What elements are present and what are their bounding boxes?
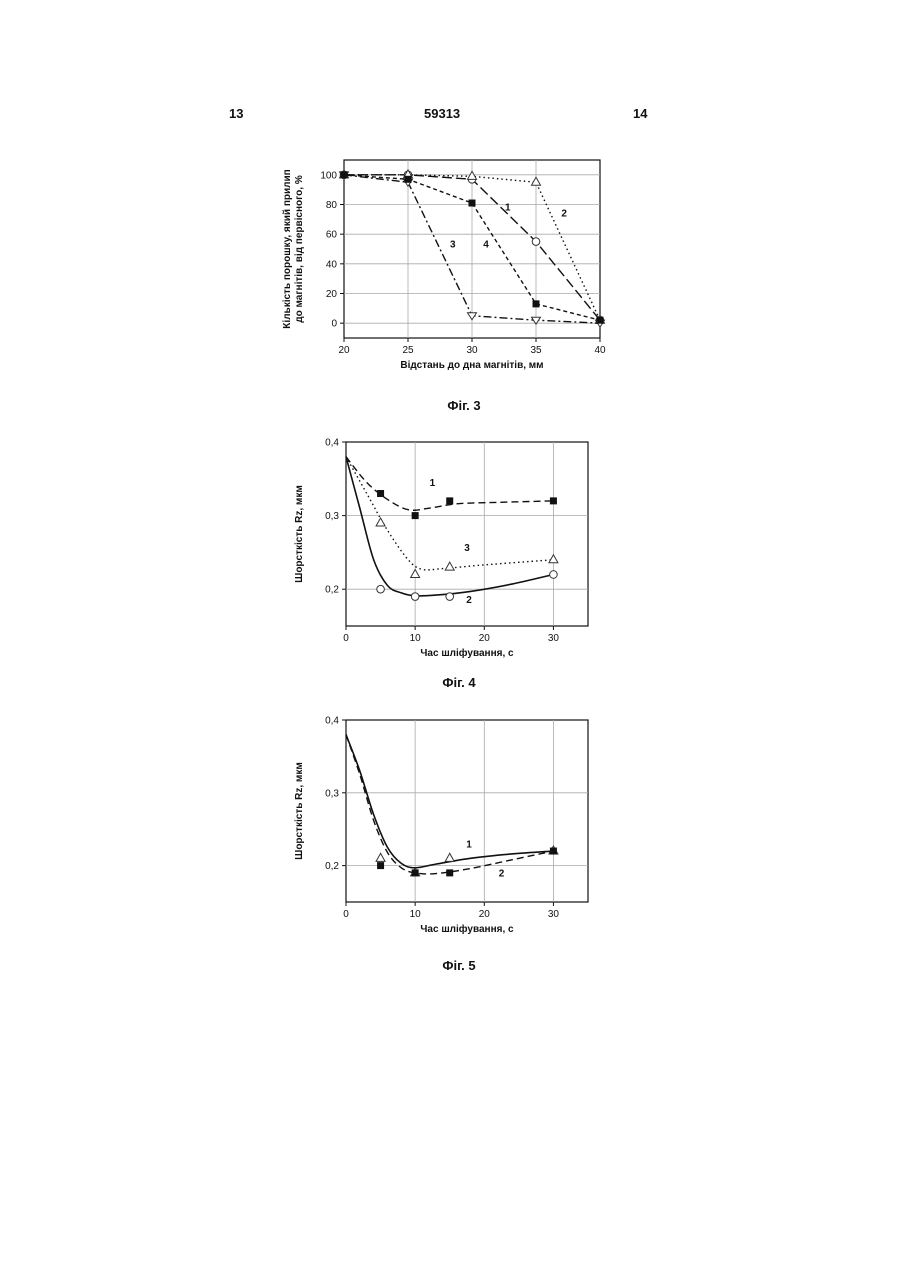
series-2-point <box>550 571 558 579</box>
x-tick-label: 20 <box>338 345 350 356</box>
curve-label: 3 <box>464 543 470 554</box>
figure-4: 0 10 20 30 0,2 0,3 0,4 1 3 2 Час шліфування, с Шорс… <box>280 430 610 700</box>
y-tick-label: 80 <box>326 200 338 211</box>
y-tick-label: 40 <box>326 259 338 270</box>
y-axis-label: Шорсткість Rz, мкм <box>294 485 305 582</box>
series-2-point <box>550 848 557 855</box>
y-tick-label: 0,2 <box>325 861 339 872</box>
series-2-point <box>446 593 454 601</box>
series-1-point <box>412 512 419 519</box>
x-tick-label: 30 <box>466 345 478 356</box>
y-tick-label: 100 <box>320 170 337 181</box>
x-tick-label: 10 <box>410 633 422 644</box>
series-2-point <box>446 869 453 876</box>
series-1-point <box>532 238 540 246</box>
series-1-point <box>377 490 384 497</box>
patent-number: 59313 <box>424 106 460 121</box>
y-tick-label: 0,4 <box>325 716 339 727</box>
y-tick-label: 0,3 <box>325 511 339 522</box>
series-2-point <box>377 585 385 593</box>
curve-label: 1 <box>430 478 436 489</box>
curve-label: 1 <box>466 839 472 850</box>
y-tick-label: 60 <box>326 230 338 241</box>
x-tick-label: 30 <box>548 633 560 644</box>
series-1-point <box>446 497 453 504</box>
curve-label: 2 <box>561 208 567 219</box>
y-tick-label: 20 <box>326 289 338 300</box>
series-4-point <box>341 171 348 178</box>
y-tick-label: 0,4 <box>325 438 339 449</box>
series-2-point <box>377 862 384 869</box>
plot-frame <box>346 720 588 902</box>
curve-label: 3 <box>450 240 456 251</box>
series-4-point <box>469 200 476 207</box>
curve-label: 4 <box>483 240 489 251</box>
x-axis-label: Відстань до дна магнітів, мм <box>400 360 543 371</box>
x-axis-label: Час шліфування, с <box>420 923 514 935</box>
series-2-point <box>411 593 419 601</box>
series-4-point <box>405 176 412 183</box>
curve-label: 2 <box>499 869 505 880</box>
y-tick-label: 0,2 <box>325 585 339 596</box>
y-tick-label: 0 <box>331 319 337 330</box>
series-1-point <box>550 497 557 504</box>
curve-label: 2 <box>466 595 472 606</box>
figure-5: 0 10 20 30 0,2 0,3 0,4 1 2 Час шліфування, с Шорст… <box>280 708 610 978</box>
y-axis-label: Кількість порошку, який прилип <box>282 169 293 328</box>
series-4-point <box>533 300 540 307</box>
y-tick-label: 0,3 <box>325 788 339 799</box>
series-4-point <box>597 317 604 324</box>
page-number-right: 14 <box>633 106 647 121</box>
x-tick-label: 25 <box>402 345 414 356</box>
page-number-left: 13 <box>229 106 243 121</box>
x-tick-label: 20 <box>479 909 491 920</box>
curve-label: 1 <box>505 202 511 213</box>
figure-caption: Фіг. 5 <box>442 958 475 973</box>
x-tick-label: 40 <box>594 345 606 356</box>
x-tick-label: 0 <box>343 633 349 644</box>
figure-caption: Фіг. 4 <box>442 675 476 690</box>
figure-3: 20 25 30 35 40 0 20 40 60 80 100 1 2 3 4 Відстань до дн… <box>270 148 630 418</box>
x-tick-label: 0 <box>343 909 349 920</box>
x-tick-label: 30 <box>548 909 560 920</box>
figure-caption: Фіг. 3 <box>447 398 480 413</box>
x-axis-label: Час шліфування, с <box>420 647 514 659</box>
y-axis-label: до магнітів, від первісного, % <box>294 175 305 323</box>
x-tick-label: 20 <box>479 633 491 644</box>
y-axis-label: Шорсткість Rz, мкм <box>294 762 305 859</box>
x-tick-label: 10 <box>410 909 422 920</box>
series-2-point <box>412 869 419 876</box>
x-tick-label: 35 <box>530 345 542 356</box>
